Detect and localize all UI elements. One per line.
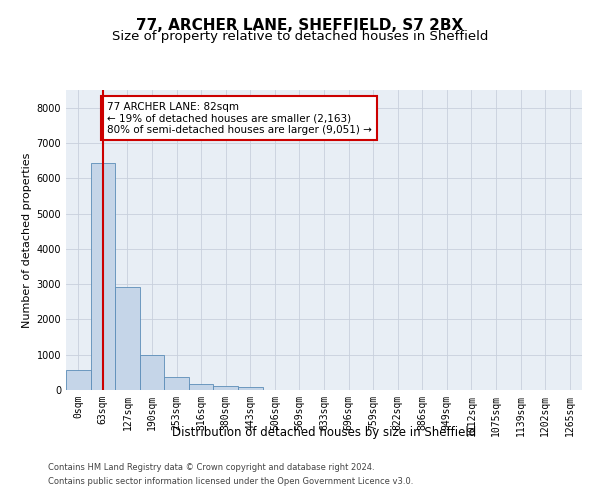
Text: Distribution of detached houses by size in Sheffield: Distribution of detached houses by size … [172,426,476,439]
Text: 77 ARCHER LANE: 82sqm
← 19% of detached houses are smaller (2,163)
80% of semi-d: 77 ARCHER LANE: 82sqm ← 19% of detached … [107,102,371,135]
Bar [238,386,263,390]
Y-axis label: Number of detached properties: Number of detached properties [22,152,32,328]
Bar [164,378,189,390]
Bar [115,287,140,390]
Bar [66,370,91,390]
Text: 77, ARCHER LANE, SHEFFIELD, S7 2BX: 77, ARCHER LANE, SHEFFIELD, S7 2BX [136,18,464,32]
Text: Size of property relative to detached houses in Sheffield: Size of property relative to detached ho… [112,30,488,43]
Bar [189,384,214,390]
Bar [91,163,115,390]
Text: Contains public sector information licensed under the Open Government Licence v3: Contains public sector information licen… [48,477,413,486]
Text: Contains HM Land Registry data © Crown copyright and database right 2024.: Contains HM Land Registry data © Crown c… [48,464,374,472]
Bar [140,356,164,390]
Bar [214,386,238,390]
